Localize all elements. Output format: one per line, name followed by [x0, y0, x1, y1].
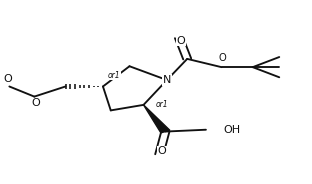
Text: O: O — [32, 98, 40, 108]
Text: or1: or1 — [108, 71, 120, 80]
Text: O: O — [177, 36, 185, 46]
Text: O: O — [158, 146, 167, 156]
Polygon shape — [144, 105, 170, 133]
Text: or1: or1 — [156, 100, 168, 109]
Text: N: N — [163, 75, 171, 85]
Text: OH: OH — [223, 125, 240, 135]
Text: O: O — [3, 74, 12, 84]
Text: O: O — [219, 54, 227, 63]
